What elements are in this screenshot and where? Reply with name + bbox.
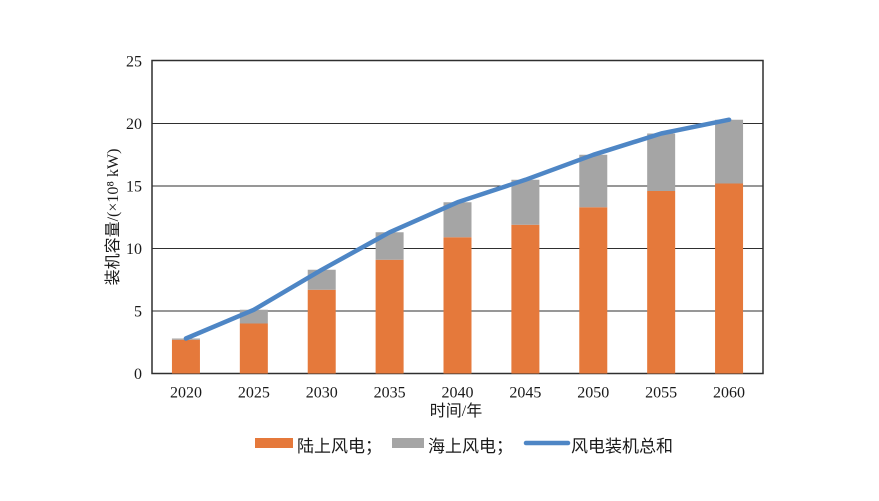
- bar-onshore-2030: [307, 289, 336, 374]
- bar-offshore-2060: [715, 119, 744, 184]
- bar-offshore-2030: [307, 269, 336, 290]
- x-tick-2060: 2060: [713, 385, 745, 402]
- x-tick-2035: 2035: [374, 385, 406, 402]
- y-tick-25: 25: [126, 54, 142, 71]
- bar-offshore-2045: [511, 179, 540, 225]
- legend-swatch-onshore: [255, 438, 293, 448]
- bar-onshore-2050: [579, 207, 608, 374]
- legend-label-onshore: 陆上风电；: [297, 437, 382, 456]
- y-axis-title: 装机容量/(×10⁸ kW): [104, 149, 122, 286]
- bar-offshore-2050: [579, 154, 608, 208]
- x-tick-2030: 2030: [306, 385, 338, 402]
- bar-onshore-2020: [171, 339, 200, 374]
- x-tick-2050: 2050: [577, 385, 609, 402]
- total-line: [183, 117, 732, 341]
- x-tick-2055: 2055: [645, 385, 677, 402]
- legend-swatch-offshore: [392, 438, 424, 448]
- x-tick-2025: 2025: [238, 385, 270, 402]
- legend: 陆上风电； 海上风电； 风电装机总和: [255, 437, 673, 456]
- y-tick-5: 5: [134, 304, 142, 321]
- bar-onshore-2060: [715, 183, 744, 374]
- y-tick-10: 10: [126, 241, 142, 258]
- bar-onshore-2055: [647, 191, 676, 374]
- x-tick-2020: 2020: [170, 385, 202, 402]
- y-axis-tick-labels: 0 5 10 15 20 25: [126, 54, 142, 384]
- bar-onshore-2045: [511, 224, 540, 374]
- x-axis-title: 时间/年: [430, 402, 482, 420]
- legend-label-offshore: 海上风电；: [428, 437, 513, 456]
- bar-onshore-2040: [443, 237, 472, 374]
- bar-series: [171, 119, 744, 374]
- y-tick-15: 15: [126, 179, 142, 196]
- bar-onshore-2035: [375, 259, 404, 374]
- bar-offshore-2055: [647, 133, 676, 191]
- y-tick-20: 20: [126, 116, 142, 133]
- y-tick-0: 0: [134, 366, 142, 383]
- x-tick-2045: 2045: [509, 385, 541, 402]
- x-tick-2040: 2040: [442, 385, 474, 402]
- bar-onshore-2025: [239, 323, 268, 374]
- x-axis-tick-labels: 2020 2025 2030 2035 2040 2045 2050 2055 2060: [170, 385, 745, 402]
- legend-label-total: 风电装机总和: [571, 437, 673, 456]
